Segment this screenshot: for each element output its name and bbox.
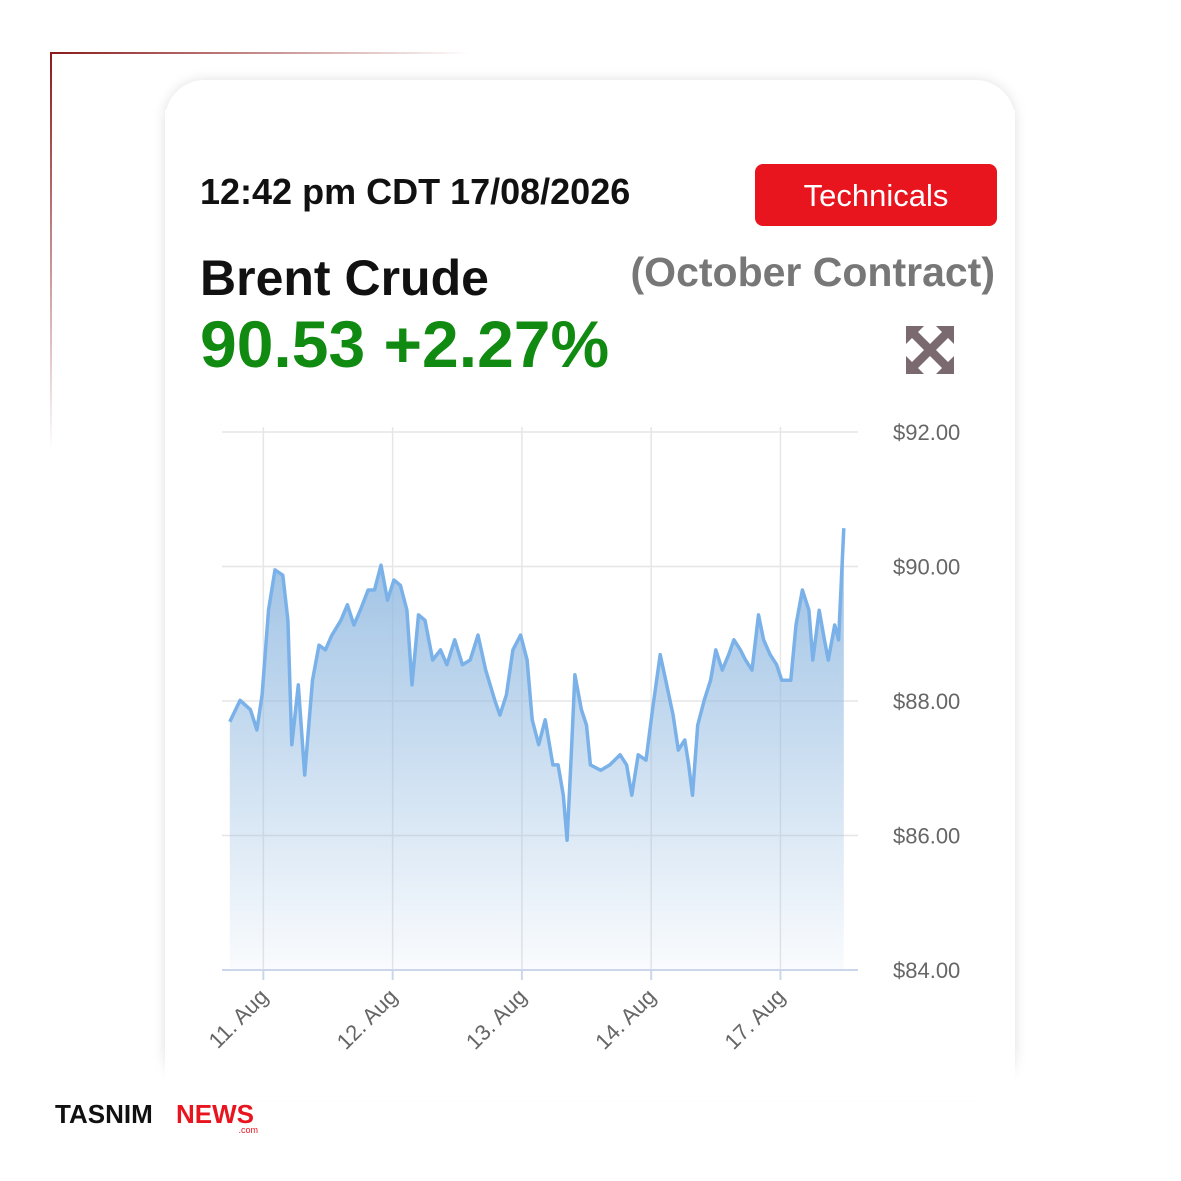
- price: 90.53: [200, 307, 365, 381]
- contract: (October Contract): [631, 249, 995, 295]
- y-tick-label: $84.00: [893, 958, 960, 983]
- expand-icon[interactable]: [906, 326, 954, 374]
- technicals-label[interactable]: Technicals: [804, 178, 949, 213]
- timestamp: 12:42 pm CDT 17/08/2026: [200, 171, 630, 212]
- y-tick-label: $90.00: [893, 555, 960, 580]
- logo-domain: .com: [238, 1125, 258, 1135]
- line: [228, 528, 846, 842]
- y-tick-label: $92.00: [893, 420, 960, 445]
- logo-brand: TASNIM: [55, 1099, 153, 1129]
- instrument: Brent Crude: [200, 250, 489, 306]
- y-tick-label: $86.00: [893, 824, 960, 849]
- area: [229, 528, 844, 970]
- change: +2.27%: [384, 307, 610, 381]
- y-tick-label: $88.00: [893, 689, 960, 714]
- technicals-button[interactable]: [755, 164, 997, 226]
- frame-top: [50, 52, 470, 54]
- price-change: 90.53 +2.27%: [200, 307, 609, 381]
- logo-news: NEWS: [176, 1099, 254, 1129]
- frame-left: [50, 52, 52, 452]
